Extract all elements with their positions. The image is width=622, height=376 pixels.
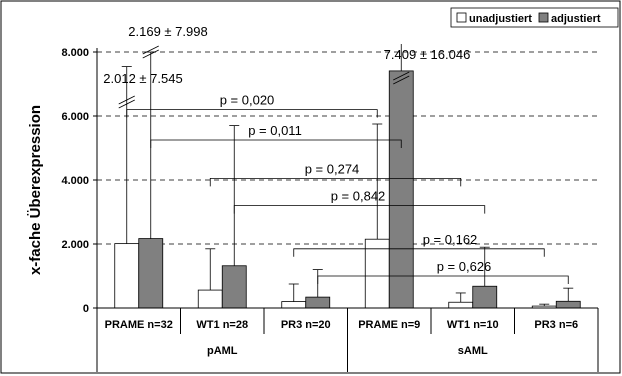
x-category-label: PR3 n=20	[281, 319, 331, 331]
p-value-label: p = 0,162	[423, 232, 478, 247]
y-tick-label: 8.000	[61, 47, 89, 59]
bar-unadjusted	[448, 301, 474, 309]
y-tick-label: 2.000	[61, 239, 89, 251]
bar-adjusted	[388, 70, 414, 309]
y-tick-label: 6.000	[61, 111, 89, 123]
axis-break-mark	[118, 95, 135, 105]
bar-unadjusted	[364, 238, 390, 309]
p-value-label: p = 0,842	[331, 189, 386, 204]
significance-bracket	[126, 109, 378, 118]
value-annotation: 2.169 ± 7.998	[128, 24, 207, 39]
p-value-label: p = 0,626	[437, 259, 492, 274]
legend-label: unadjustiert	[469, 13, 532, 25]
x-category-label: WT1 n=28	[196, 319, 248, 331]
y-tick-label: 0	[83, 303, 89, 315]
significance-bracket	[150, 139, 402, 148]
bar-adjusted	[138, 238, 164, 309]
axis-break-mark	[393, 75, 410, 85]
significance-bracket	[317, 275, 569, 284]
y-axis-label: x-fache Überexpression	[27, 105, 44, 275]
legend-swatch-unadjusted	[456, 12, 467, 23]
significance-bracket	[293, 248, 545, 257]
value-annotation: 7.409 ± 16.046	[384, 47, 471, 62]
x-category-label: PRAME n=32	[105, 319, 173, 331]
x-category-label: PR3 n=6	[534, 319, 578, 331]
x-category-label: WT1 n=10	[447, 319, 499, 331]
axis-break-mark	[142, 45, 159, 55]
x-category-label: PRAME n=9	[358, 319, 420, 331]
significance-bracket	[209, 178, 462, 187]
bar-unadjusted	[114, 243, 140, 309]
p-value-label: p = 0,011	[248, 123, 302, 138]
axis-break-mark	[393, 71, 410, 81]
legend-label: adjustiert	[551, 13, 601, 25]
bar-adjusted	[305, 296, 331, 309]
bar-adjusted	[472, 285, 498, 309]
legend-swatch-adjusted	[538, 12, 549, 23]
significance-bracket	[233, 205, 486, 214]
group-label: pAML	[207, 345, 238, 357]
bar-unadjusted	[197, 289, 223, 309]
y-tick-label: 4.000	[61, 175, 89, 187]
p-value-label: p = 0,274	[305, 161, 360, 176]
bar-unadjusted	[281, 301, 307, 309]
bar-adjusted	[221, 265, 247, 309]
axis-break-mark	[142, 49, 159, 59]
legend-box	[450, 7, 619, 28]
value-annotation: 2.012 ± 7.545	[103, 71, 182, 86]
bar-adjusted	[555, 300, 581, 309]
legend: unadjustiert adjustiert	[450, 7, 619, 28]
group-label: sAML	[458, 345, 488, 357]
p-value-label: p = 0,020	[220, 93, 275, 108]
axis-break-mark	[118, 99, 135, 109]
